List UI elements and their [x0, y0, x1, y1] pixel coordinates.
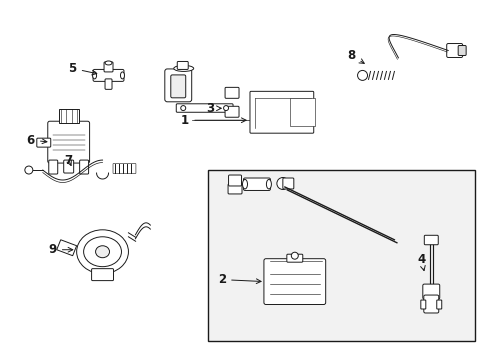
Polygon shape	[57, 240, 77, 256]
Text: 6: 6	[27, 134, 47, 147]
Ellipse shape	[173, 66, 193, 71]
FancyBboxPatch shape	[164, 69, 191, 102]
Bar	[208, 170, 474, 341]
Text: 7: 7	[64, 154, 73, 167]
Circle shape	[181, 105, 185, 111]
FancyBboxPatch shape	[104, 62, 113, 72]
FancyBboxPatch shape	[177, 62, 188, 69]
Text: 5: 5	[68, 62, 97, 75]
Ellipse shape	[242, 179, 247, 189]
Circle shape	[25, 166, 33, 174]
FancyBboxPatch shape	[91, 269, 113, 280]
FancyBboxPatch shape	[423, 295, 438, 313]
Ellipse shape	[92, 72, 96, 79]
FancyBboxPatch shape	[93, 69, 124, 81]
FancyBboxPatch shape	[48, 121, 89, 163]
FancyBboxPatch shape	[249, 91, 313, 133]
Circle shape	[276, 177, 288, 189]
Ellipse shape	[77, 230, 128, 274]
FancyBboxPatch shape	[63, 160, 74, 173]
Circle shape	[291, 252, 298, 259]
FancyBboxPatch shape	[457, 45, 465, 55]
FancyBboxPatch shape	[105, 79, 112, 89]
Ellipse shape	[95, 246, 109, 258]
FancyBboxPatch shape	[49, 160, 58, 174]
Text: 1: 1	[181, 114, 245, 127]
Text: 3: 3	[205, 102, 221, 115]
FancyBboxPatch shape	[422, 284, 439, 299]
Circle shape	[223, 105, 228, 111]
Ellipse shape	[266, 179, 271, 189]
Text: 4: 4	[416, 253, 425, 271]
FancyBboxPatch shape	[424, 235, 437, 245]
FancyBboxPatch shape	[227, 184, 242, 194]
Ellipse shape	[120, 72, 124, 79]
FancyBboxPatch shape	[224, 87, 239, 98]
Text: 8: 8	[347, 49, 364, 63]
FancyBboxPatch shape	[224, 106, 239, 117]
FancyBboxPatch shape	[420, 300, 425, 309]
Bar	[59, 109, 79, 123]
FancyBboxPatch shape	[264, 259, 325, 305]
FancyBboxPatch shape	[282, 178, 293, 189]
FancyBboxPatch shape	[286, 254, 302, 262]
FancyBboxPatch shape	[436, 300, 441, 309]
FancyBboxPatch shape	[243, 178, 270, 190]
FancyBboxPatch shape	[80, 160, 88, 174]
FancyBboxPatch shape	[446, 44, 462, 58]
Bar	[289, 98, 314, 126]
Circle shape	[357, 71, 367, 80]
FancyBboxPatch shape	[176, 104, 233, 112]
Ellipse shape	[83, 237, 121, 267]
FancyBboxPatch shape	[37, 138, 51, 147]
Text: 9: 9	[48, 243, 73, 256]
FancyBboxPatch shape	[228, 175, 241, 186]
FancyBboxPatch shape	[113, 163, 136, 174]
Text: 2: 2	[218, 273, 261, 286]
Ellipse shape	[105, 61, 112, 65]
FancyBboxPatch shape	[170, 75, 185, 98]
